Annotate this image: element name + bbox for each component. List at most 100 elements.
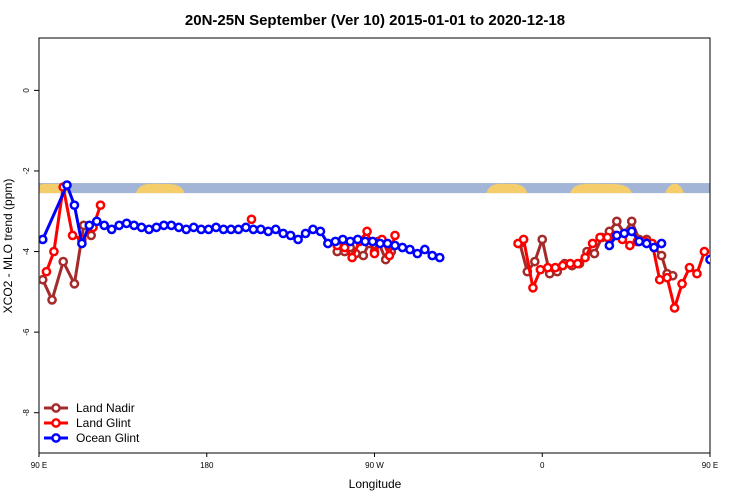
data-point — [211, 222, 221, 233]
data-point — [84, 220, 95, 231]
data-point — [405, 244, 415, 255]
y-tick-label: -2 — [22, 167, 31, 175]
data-point — [587, 238, 598, 249]
data-point — [740, 222, 747, 229]
x-tick-label: 90 W — [365, 461, 384, 470]
data-point — [129, 220, 139, 231]
map-band — [39, 183, 710, 194]
data-point — [47, 295, 57, 305]
data-point — [390, 230, 400, 241]
data-point — [203, 224, 214, 235]
data-point — [412, 248, 423, 259]
x-tick-label: 0 — [540, 461, 545, 470]
data-point — [705, 254, 710, 265]
data-point — [99, 220, 110, 231]
data-point — [729, 232, 736, 239]
data-point — [732, 238, 739, 245]
series-line — [721, 185, 750, 241]
data-point — [692, 268, 702, 279]
series-line — [708, 255, 710, 260]
data-point — [151, 222, 162, 233]
data-point — [69, 200, 80, 211]
data-point — [390, 240, 400, 251]
x-axis: 90 E 180 90 W 0 90 E — [31, 453, 718, 470]
x-tick-label: 90 E — [702, 461, 718, 470]
data-point — [557, 260, 568, 271]
data-point — [181, 224, 192, 235]
data-point — [114, 220, 124, 231]
data-point — [58, 256, 69, 267]
series-layer — [39, 180, 750, 313]
data-point — [218, 224, 229, 235]
data-point — [626, 216, 637, 227]
data-point — [736, 236, 743, 243]
legend-marker — [51, 418, 61, 428]
data-point — [375, 238, 385, 249]
data-point — [656, 250, 667, 261]
data-point — [246, 214, 257, 225]
data-point — [736, 294, 743, 301]
data-point — [729, 276, 736, 283]
data-point — [263, 226, 274, 237]
data-point — [367, 236, 378, 247]
legend-label: Land Glint — [76, 416, 131, 430]
data-point — [323, 238, 333, 249]
data-point — [537, 234, 548, 245]
data-point — [77, 238, 87, 249]
data-point — [62, 180, 72, 190]
data-point — [719, 256, 726, 263]
data-point — [589, 248, 600, 259]
data-point — [565, 258, 576, 269]
data-point — [611, 230, 622, 241]
legend-item: Land Glint — [44, 416, 131, 430]
data-point — [427, 250, 438, 261]
y-axis: 0 -2 -4 -6 -8 — [22, 88, 39, 416]
data-point — [714, 236, 721, 243]
data-point — [649, 242, 659, 253]
data-point — [572, 258, 583, 269]
data-point — [397, 242, 408, 253]
data-point — [347, 252, 357, 263]
data-point — [315, 226, 326, 237]
data-point — [39, 234, 48, 245]
data-point — [595, 232, 605, 243]
data-point — [669, 303, 680, 313]
data-point — [330, 236, 341, 247]
data-point — [121, 218, 132, 229]
legend-marker — [51, 433, 61, 443]
data-point — [358, 250, 369, 261]
data-point — [95, 200, 106, 211]
data-point — [166, 220, 177, 231]
legend-marker — [51, 403, 61, 413]
data-point — [39, 274, 48, 285]
data-point — [684, 262, 695, 273]
data-point — [654, 274, 665, 285]
data-point — [159, 220, 169, 231]
data-point — [41, 266, 52, 277]
data-point — [677, 278, 687, 289]
data-point — [248, 224, 259, 235]
data-point — [382, 238, 393, 249]
data-point — [604, 240, 615, 251]
x-axis-label: Longitude — [349, 477, 402, 491]
data-point — [550, 262, 561, 273]
data-point — [69, 278, 80, 289]
data-point — [611, 216, 622, 227]
data-point — [744, 258, 750, 265]
data-point — [308, 224, 318, 235]
x-tick-label: 90 E — [31, 461, 47, 470]
map-land — [570, 183, 632, 194]
map-land — [665, 183, 684, 194]
data-point — [255, 224, 266, 235]
y-tick-label: -6 — [22, 328, 31, 336]
y-tick-label: -4 — [22, 247, 31, 255]
data-point — [625, 240, 635, 251]
data-point — [285, 230, 296, 241]
data-point — [188, 222, 199, 233]
data-point — [233, 224, 244, 235]
data-point — [662, 272, 672, 283]
data-point — [725, 202, 732, 209]
data-point — [196, 224, 207, 235]
